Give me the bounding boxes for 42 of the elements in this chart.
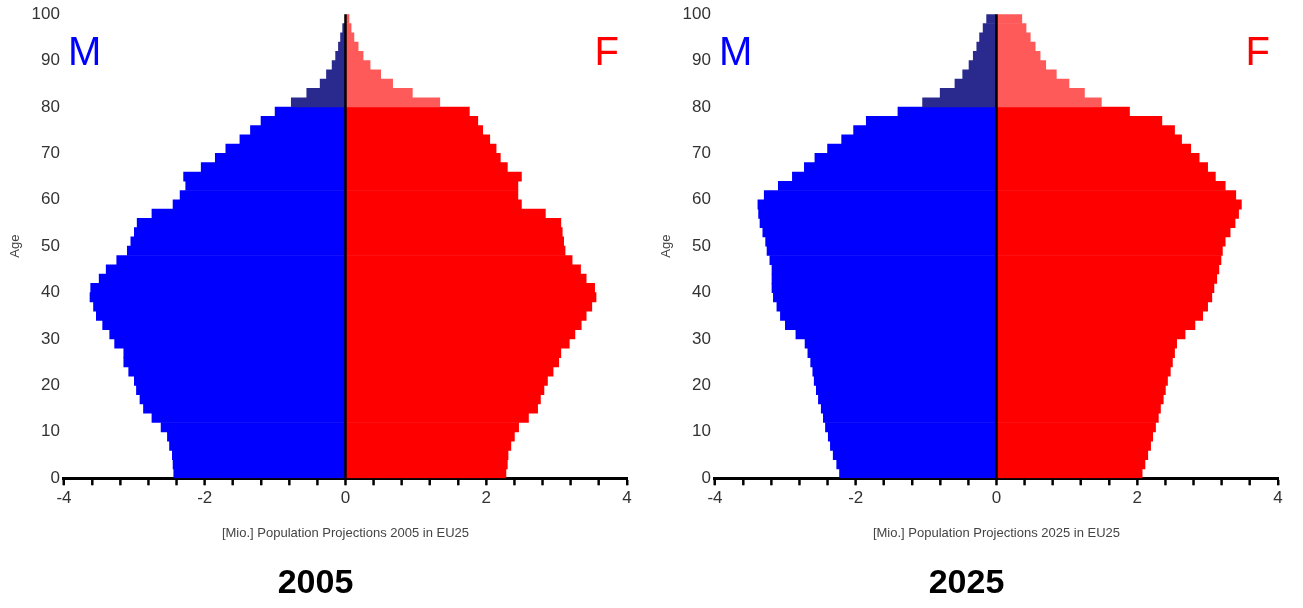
y-tick-label: 0 xyxy=(701,467,711,487)
x-tick-label: 0 xyxy=(991,488,1002,508)
x-tick-label: -4 xyxy=(707,488,723,508)
y-tick-label: 100 xyxy=(31,3,60,23)
x-tick-label: 2 xyxy=(481,488,491,508)
x-tick-label: 2 xyxy=(1132,488,1142,508)
text: M xyxy=(718,29,753,74)
y-tick-label: 20 xyxy=(692,375,711,395)
y-tick-label: 70 xyxy=(692,143,711,163)
y-tick-label: 40 xyxy=(41,282,60,302)
y-tick-label: 30 xyxy=(41,328,60,348)
y-axis-title: Age xyxy=(7,234,23,258)
y-tick-label: 30 xyxy=(692,328,711,348)
y-tick-label: 80 xyxy=(692,96,711,116)
y-axis-title: Age xyxy=(658,234,674,258)
y-tick-label: 0 xyxy=(50,467,60,487)
x-tick-label: -2 xyxy=(197,488,213,508)
x-tick-label: 4 xyxy=(1273,488,1283,508)
x-tick-label: -4 xyxy=(56,488,72,508)
text: 2025 xyxy=(928,561,1005,600)
y-tick-label: 100 xyxy=(682,3,711,23)
text: M xyxy=(67,29,102,74)
y-tick-label: 10 xyxy=(41,421,60,441)
y-tick-label: 50 xyxy=(692,235,711,255)
x-tick-label: -2 xyxy=(848,488,864,508)
x-axis-title: [Mio.] Population Projections 2025 in EU25 xyxy=(872,524,1121,540)
x-tick-label: 0 xyxy=(340,488,351,508)
y-tick-label: 80 xyxy=(41,96,60,116)
y-tick-label: 20 xyxy=(41,375,60,395)
y-tick-label: 60 xyxy=(692,189,711,209)
text: F xyxy=(594,29,619,74)
y-tick-label: 90 xyxy=(41,50,60,70)
x-tick-label: 4 xyxy=(622,488,632,508)
y-tick-label: 70 xyxy=(41,143,60,163)
y-tick-label: 60 xyxy=(41,189,60,209)
y-tick-label: 90 xyxy=(692,50,711,70)
y-tick-label: 40 xyxy=(692,282,711,302)
x-axis-title: [Mio.] Population Projections 2005 in EU25 xyxy=(221,524,470,540)
text: 2005 xyxy=(277,561,354,600)
y-tick-label: 50 xyxy=(41,235,60,255)
y-tick-label: 10 xyxy=(692,421,711,441)
text: F xyxy=(1245,29,1270,74)
